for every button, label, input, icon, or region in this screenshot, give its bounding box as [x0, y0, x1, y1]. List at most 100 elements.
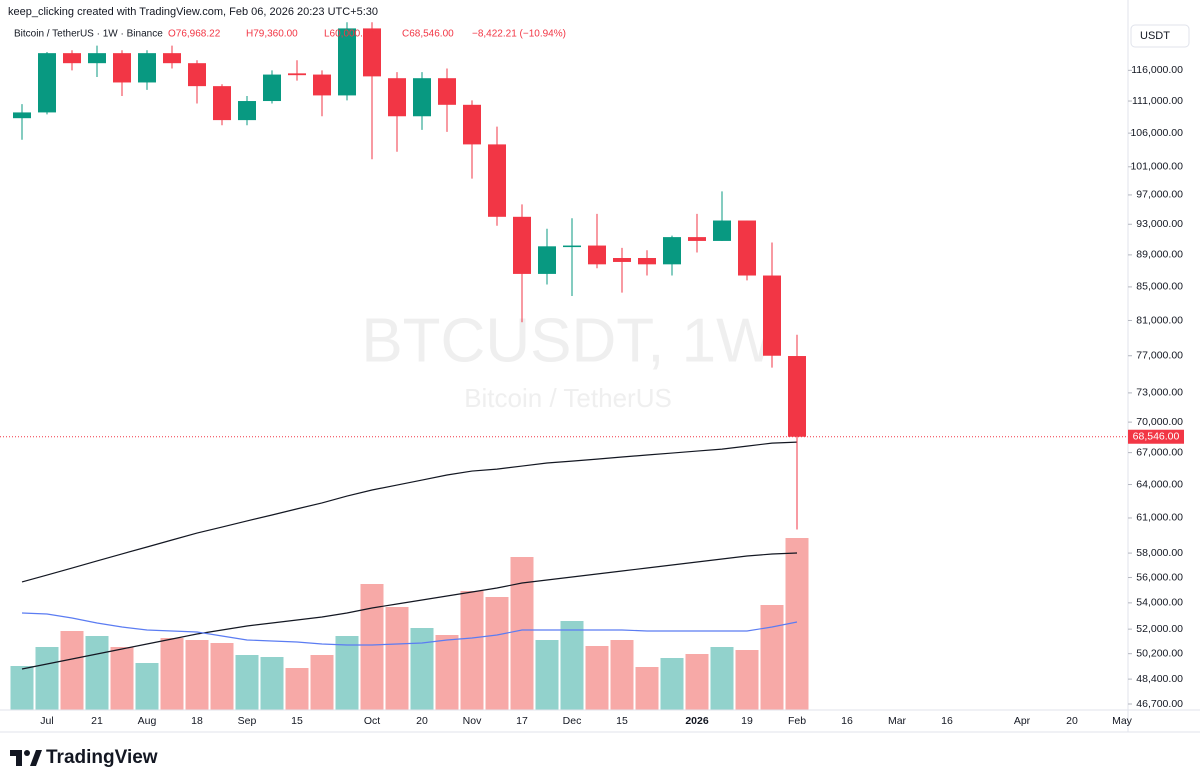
volume-bar: [760, 605, 784, 710]
candle-body: [513, 216, 531, 274]
currency-box[interactable]: [1130, 24, 1190, 48]
y-tick-label: 106,000.00: [1130, 127, 1183, 139]
candle-body: [613, 258, 631, 262]
volume-bar: [335, 636, 359, 710]
x-tick-label: Feb: [788, 715, 806, 727]
x-tick-label: 16: [841, 715, 853, 727]
moving-average-line: [21, 552, 798, 670]
candle-body: [688, 237, 706, 241]
candle-body: [763, 275, 781, 356]
volume-bar: [660, 658, 684, 710]
volume-bar: [560, 621, 584, 710]
candle-body: [113, 53, 131, 83]
volume-bar: [685, 654, 709, 710]
currency[interactable]: USDT: [1140, 30, 1170, 42]
y-tick-label: 52,000.00: [1136, 623, 1183, 635]
volume-bar: [210, 643, 234, 710]
volume-bar: [535, 640, 559, 710]
x-tick-label: Mar: [888, 715, 907, 727]
y-tick-label: 101,000.00: [1130, 161, 1183, 173]
y-tick-label: 64,000.00: [1136, 478, 1183, 490]
candle-body: [638, 258, 656, 265]
candle-body: [563, 245, 581, 248]
y-tick-label: 116,000.00: [1131, 64, 1183, 76]
candle-body: [363, 28, 381, 77]
y-tick-label: 48,400.00: [1136, 673, 1183, 685]
candle-body: [288, 73, 306, 76]
volume-bar: [235, 655, 259, 710]
candle-body: [163, 53, 181, 64]
candle-body: [463, 104, 481, 145]
moving-average-line: [21, 612, 798, 646]
volume-bar: [410, 628, 434, 710]
candle-body: [263, 74, 281, 102]
candle-body: [788, 356, 806, 437]
x-tick-label: Oct: [364, 715, 380, 727]
x-tick-label: 2026: [685, 715, 709, 727]
legend-symbol: Bitcoin / TetherUS · 1W · Binance: [14, 29, 163, 40]
watermark-title: BTCUSDT, 1W: [361, 306, 775, 375]
y-tick-label: 85,000.00: [1136, 281, 1183, 293]
candle-body: [13, 112, 31, 119]
volume-bar: [360, 584, 384, 710]
candle-body: [588, 245, 606, 265]
y-tick-label: 67,000.00: [1136, 446, 1183, 458]
x-tick-label: 21: [91, 715, 103, 727]
volume-bar: [10, 666, 34, 710]
volume-bar: [385, 607, 409, 710]
volume-bar: [735, 650, 759, 710]
x-tick-label: Nov: [463, 715, 482, 727]
x-tick-label: 15: [616, 715, 628, 727]
volume-bar: [260, 657, 284, 710]
logo-mark: [10, 750, 22, 766]
legend-ohlc: H79,360.00: [246, 29, 298, 40]
x-tick-label: Apr: [1014, 715, 1031, 727]
volume-bar: [785, 538, 809, 710]
volume-bar: [460, 591, 484, 710]
x-tick-label: Sep: [238, 715, 257, 727]
volume-bar: [110, 647, 134, 710]
x-tick-label: May: [1112, 715, 1133, 727]
candle-body: [63, 53, 81, 64]
candle-body: [313, 74, 331, 96]
volume-bar: [635, 667, 659, 710]
credit: keep_clicking created with TradingView.c…: [8, 6, 378, 18]
volume-bar: [185, 640, 209, 710]
watermark-subtitle: Bitcoin / TetherUS: [464, 383, 672, 413]
candle-body: [138, 53, 156, 83]
brand: TradingView: [46, 747, 158, 768]
last-price-label: 68,546.00: [1133, 431, 1180, 443]
candle-body: [413, 78, 431, 117]
logo-slash: [30, 750, 42, 766]
x-tick-label: Aug: [138, 715, 157, 727]
candle-body: [188, 63, 206, 87]
x-tick-label: 18: [191, 715, 203, 727]
y-tick-label: 77,000.00: [1136, 350, 1183, 362]
candle-body: [738, 220, 756, 276]
volume-bar: [610, 640, 634, 710]
y-tick-label: 70,000.00: [1136, 416, 1183, 428]
moving-average-line: [21, 441, 798, 583]
x-tick-label: 20: [416, 715, 428, 727]
x-tick-label: 15: [291, 715, 303, 727]
candle-body: [213, 86, 231, 121]
y-tick-label: 61,000.00: [1136, 512, 1183, 524]
logo-dot: [24, 750, 30, 756]
candle-body: [438, 78, 456, 105]
legend-ohlc: L60,000.00: [324, 29, 374, 40]
last-price-box: [1128, 429, 1184, 444]
volume-bar: [285, 668, 309, 710]
y-tick-label: 111,000.00: [1132, 95, 1183, 107]
y-tick-label: 56,000.00: [1136, 571, 1183, 583]
x-tick-label: 20: [1066, 715, 1078, 727]
x-tick-label: Dec: [563, 715, 582, 727]
y-tick-label: 81,000.00: [1136, 314, 1183, 326]
y-tick-label: 89,000.00: [1136, 249, 1183, 261]
volume-bar: [485, 597, 509, 710]
volume-bar: [160, 638, 184, 710]
candle-body: [88, 53, 106, 64]
volume-bar: [585, 646, 609, 710]
candle-body: [388, 78, 406, 117]
volume-bar: [85, 636, 109, 710]
